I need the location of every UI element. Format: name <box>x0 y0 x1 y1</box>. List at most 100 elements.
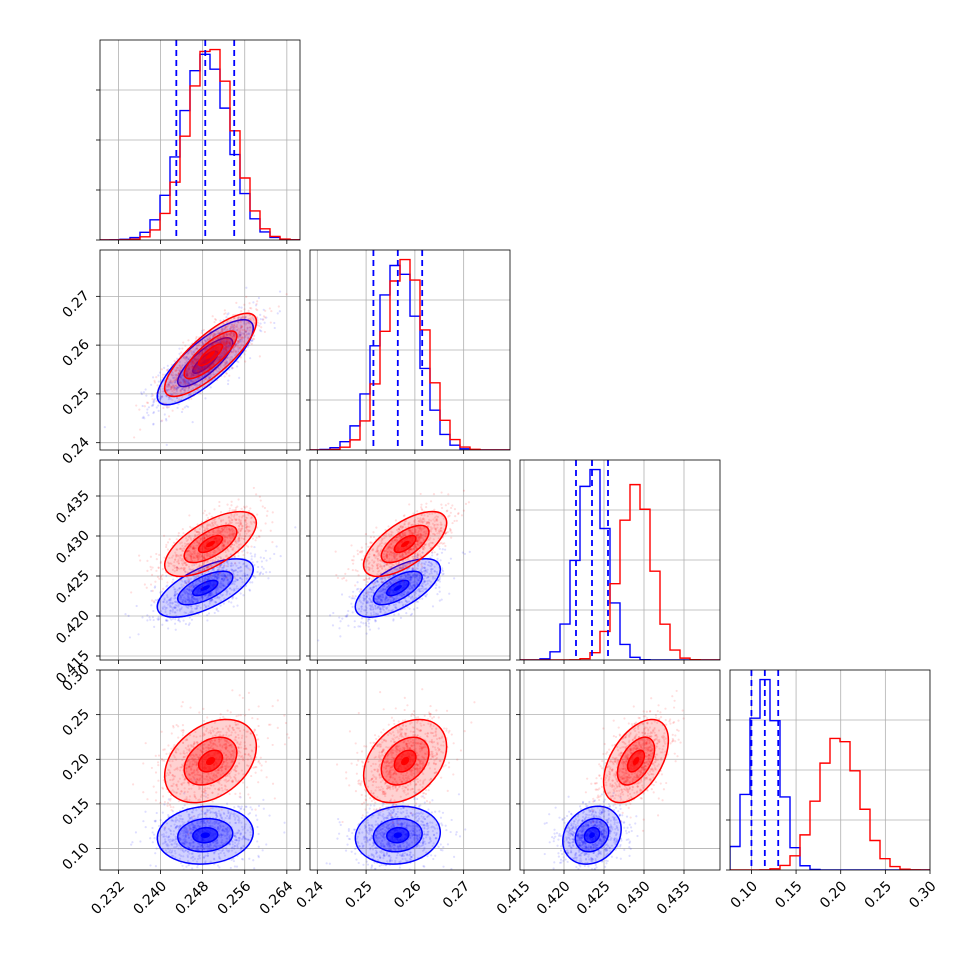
scatter-point <box>230 500 233 503</box>
scatter-point <box>219 355 222 359</box>
scatter-point <box>257 535 260 538</box>
scatter-point <box>368 628 372 631</box>
scatter-point <box>176 386 180 389</box>
scatter-point <box>229 564 232 567</box>
scatter-point <box>188 599 191 602</box>
scatter-point <box>196 544 199 547</box>
scatter-point <box>250 558 253 561</box>
scatter-point <box>409 584 412 588</box>
scatter-point <box>395 579 398 582</box>
scatter-point <box>224 340 228 343</box>
scatter-point <box>198 565 202 568</box>
scatter-point <box>202 369 205 373</box>
scatter-point <box>207 366 210 369</box>
scatter-point <box>230 537 233 540</box>
scatter-point <box>246 326 249 329</box>
scatter-point <box>237 335 240 339</box>
scatter-point <box>194 390 197 393</box>
scatter-point <box>193 367 196 370</box>
scatter-point <box>191 546 194 550</box>
scatter-point <box>215 360 219 363</box>
scatter-point <box>174 373 177 376</box>
scatter-point <box>232 535 236 538</box>
scatter-point <box>183 562 186 565</box>
scatter-point <box>185 373 189 376</box>
scatter-point <box>243 535 247 538</box>
scatter-point <box>197 390 200 393</box>
scatter-point <box>233 324 236 327</box>
scatter-point <box>197 357 200 361</box>
scatter-point <box>230 351 233 354</box>
scatter-point <box>158 553 161 557</box>
scatter-point <box>224 344 227 347</box>
scatter-point <box>238 338 242 341</box>
scatter-point <box>172 384 175 387</box>
scatter-point <box>196 557 200 561</box>
scatter-point <box>185 544 188 547</box>
scatter-point <box>231 529 234 532</box>
scatter-point <box>438 547 441 550</box>
scatter-point <box>216 576 219 580</box>
scatter-point <box>416 573 419 576</box>
scatter-point <box>162 534 166 537</box>
scatter-point <box>179 381 182 384</box>
scatter-point <box>173 566 176 569</box>
scatter-point <box>203 581 207 584</box>
scatter-point <box>224 347 227 350</box>
scatter-point <box>208 376 211 379</box>
scatter-point <box>371 580 374 583</box>
scatter-point <box>150 599 154 602</box>
scatter-point <box>412 575 415 578</box>
scatter-point <box>155 399 158 403</box>
scatter-point <box>211 530 215 534</box>
scatter-point <box>208 365 212 368</box>
scatter-point <box>243 334 246 337</box>
scatter-point <box>227 344 230 347</box>
scatter-point <box>169 609 172 612</box>
scatter-point <box>195 370 198 373</box>
scatter-point <box>165 585 168 588</box>
scatter-point <box>202 379 205 382</box>
scatter-point <box>440 491 443 494</box>
scatter-point <box>244 518 248 522</box>
scatter-point <box>220 529 224 533</box>
scatter-point <box>160 420 163 423</box>
scatter-point <box>175 379 179 382</box>
scatter-point <box>368 577 371 580</box>
scatter-point <box>222 342 225 345</box>
scatter-point <box>225 337 228 341</box>
scatter-point <box>171 409 174 412</box>
scatter-point <box>216 547 219 550</box>
scatter-point <box>174 604 177 607</box>
scatter-point <box>167 562 171 565</box>
scatter-point <box>171 387 174 390</box>
scatter-point <box>233 580 236 583</box>
scatter-point <box>226 337 229 341</box>
scatter-point <box>192 568 195 571</box>
scatter-point <box>248 318 251 321</box>
scatter-point <box>245 286 248 289</box>
scatter-point <box>179 381 182 384</box>
scatter-point <box>420 567 423 570</box>
scatter-point <box>372 586 375 589</box>
scatter-point <box>250 545 253 548</box>
scatter-point <box>400 575 403 578</box>
scatter-point <box>187 577 190 580</box>
scatter-point <box>227 600 230 603</box>
scatter-point <box>211 568 214 572</box>
histogram-series-0 <box>310 264 510 450</box>
scatter-point <box>177 555 180 558</box>
scatter-point <box>185 564 188 567</box>
scatter-point <box>260 560 264 563</box>
scatter-point <box>239 329 242 333</box>
scatter-point <box>170 373 173 376</box>
scatter-point <box>242 332 245 336</box>
scatter-point <box>230 327 233 330</box>
scatter-point <box>206 338 209 341</box>
scatter-point <box>175 548 178 551</box>
scatter-point <box>237 347 240 350</box>
scatter-point <box>152 600 156 603</box>
scatter-point <box>234 580 237 583</box>
density-peak <box>206 350 216 359</box>
scatter-point <box>204 594 207 597</box>
